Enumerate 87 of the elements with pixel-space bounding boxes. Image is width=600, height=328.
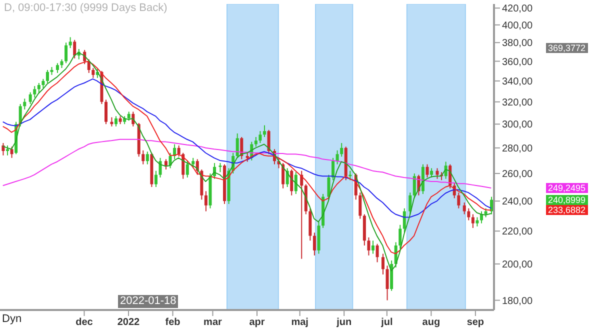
chart-title: D, 09:00-17:30 (9999 Days Back) [4,2,168,14]
candlestick [6,144,9,156]
candlestick [467,208,470,221]
candlestick [462,202,466,215]
candlestick [10,146,14,158]
candlestick [142,150,145,165]
annotation: 2022-01-18 [118,295,178,308]
candlestick [262,124,266,138]
x-tick-label: dec [76,317,94,328]
candlestick [327,174,330,200]
y-tick-label: 180,00 [502,296,534,307]
x-tick-label: mar [204,317,222,328]
candlestick [332,157,335,181]
text: 240,8999 [546,194,588,205]
candlestick [386,265,389,301]
candlestick [146,151,149,165]
candlestick [114,116,118,127]
text: Dyn [2,313,22,326]
candlestick [158,157,162,178]
y-tick-label: 200,00 [502,260,534,270]
candlestick [73,39,76,59]
candlestick [358,192,362,220]
candlestick [28,92,32,105]
y-tick-label: 360,00 [502,56,534,68]
x-tick-label: feb [165,317,180,328]
candlestick [490,196,494,215]
candlestick [23,98,26,110]
candlestick [104,99,108,125]
candlestick [476,216,479,227]
candlestick [218,162,222,173]
candlestick [372,240,374,254]
candlestick [164,158,168,170]
candlestick [258,130,262,144]
y-tick-label: 240,00 [502,196,534,208]
candlestick [186,160,189,178]
x-tick-label: aug [422,317,440,328]
candlestick [282,162,285,189]
candlestick [381,253,384,275]
x-tick-label: maj [291,317,309,328]
candlestick [37,82,40,94]
candlestick [376,243,379,263]
y-tick-label: 400,00 [502,20,534,32]
candlestick [480,210,484,224]
candlestick [177,144,180,158]
y-tick-label: 420,00 [502,4,534,15]
x-tick-label: sep [466,317,484,328]
candlestick [408,192,412,215]
candlestick [68,36,72,49]
candlestick [64,42,68,64]
text: 249,2495 [546,183,588,194]
y-tick-label: 300,00 [502,120,534,131]
candlestick [436,168,439,180]
candlestick [236,132,239,158]
y-tick-label: 280,00 [502,143,534,154]
x-tick-label: jul [380,317,393,328]
candlestick [204,190,208,212]
x-tick-label: apr [249,317,265,328]
candlestick [402,208,406,234]
candlestick [290,169,294,196]
candlestick [92,68,95,78]
candlestick [426,164,429,178]
text: 233,6882 [546,205,588,216]
y-tick-label: 380,00 [502,38,534,50]
y-tick-label: 260,00 [502,169,534,180]
candlestick [154,170,158,188]
y-tick-label: 220,00 [502,226,534,238]
candlestick [471,214,474,228]
candlestick [192,157,195,169]
x-tick-label: 2022 [117,317,140,328]
y-tick-label: 340,00 [502,76,534,88]
y-tick-label: 320,00 [502,97,534,108]
candlestick [430,168,434,178]
candlestick [340,142,344,158]
candlestick [336,150,339,165]
candlestick [367,236,370,256]
candlestick [42,78,45,89]
candlestick [398,224,402,250]
candlestick [457,192,460,209]
text: 369,3772 [546,43,588,53]
candlestick [33,86,36,98]
x-tick-label: jun [336,317,352,328]
candlestick [46,69,49,84]
candlestick [254,136,258,148]
candlestick [56,62,59,74]
candlestick [267,129,270,155]
candlestick [294,172,298,194]
candlestick [312,232,316,256]
